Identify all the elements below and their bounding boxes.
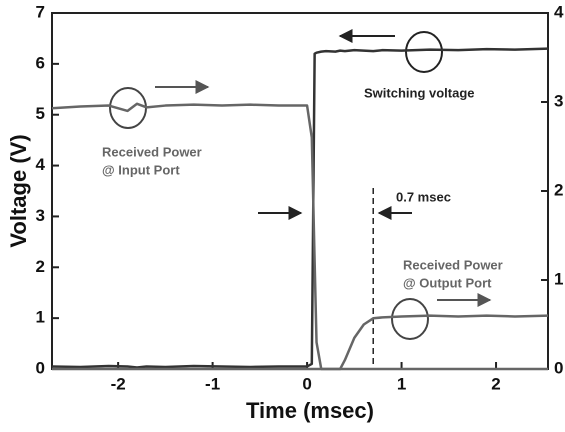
y-tick-label: 0 [36,358,45,377]
series-line [52,314,549,371]
y2-tick-label: 2 [554,180,563,199]
x-tick-label: 2 [491,374,500,393]
y-tick-label: 2 [36,257,45,276]
x-tick-label: 1 [397,374,406,393]
y-tick-label: 3 [36,206,45,225]
annotation: Switching voltage [364,85,475,100]
series-line [51,47,549,369]
y-axis-label: Voltage (V) [6,134,31,247]
series-line [51,102,548,371]
annotation: Received Power [403,257,503,272]
y-tick-label: 5 [36,104,45,123]
y-tick-label: 4 [36,155,46,174]
x-tick-label: 0 [302,374,311,393]
annotation: @ Output Port [403,275,492,290]
circle [405,31,443,73]
callouts [109,29,492,340]
y2-tick-label: 1 [554,269,563,288]
annotation: Received Power [102,144,202,159]
x-tick-label: -2 [111,374,126,393]
annotation: @ Input Port [102,162,180,177]
x-tick-label: -1 [205,374,220,393]
annotation: 0.7 msec [396,189,451,204]
y-tick-label: 6 [36,53,45,72]
circle [391,298,429,340]
y-tick-label: 7 [36,2,45,21]
y-tick-label: 1 [36,308,45,327]
y2-tick-label: 3 [554,91,563,110]
x-axis-label: Time (msec) [246,398,374,423]
y2-tick-label: 0 [554,358,563,377]
y2-tick-label: 4 [554,2,564,21]
